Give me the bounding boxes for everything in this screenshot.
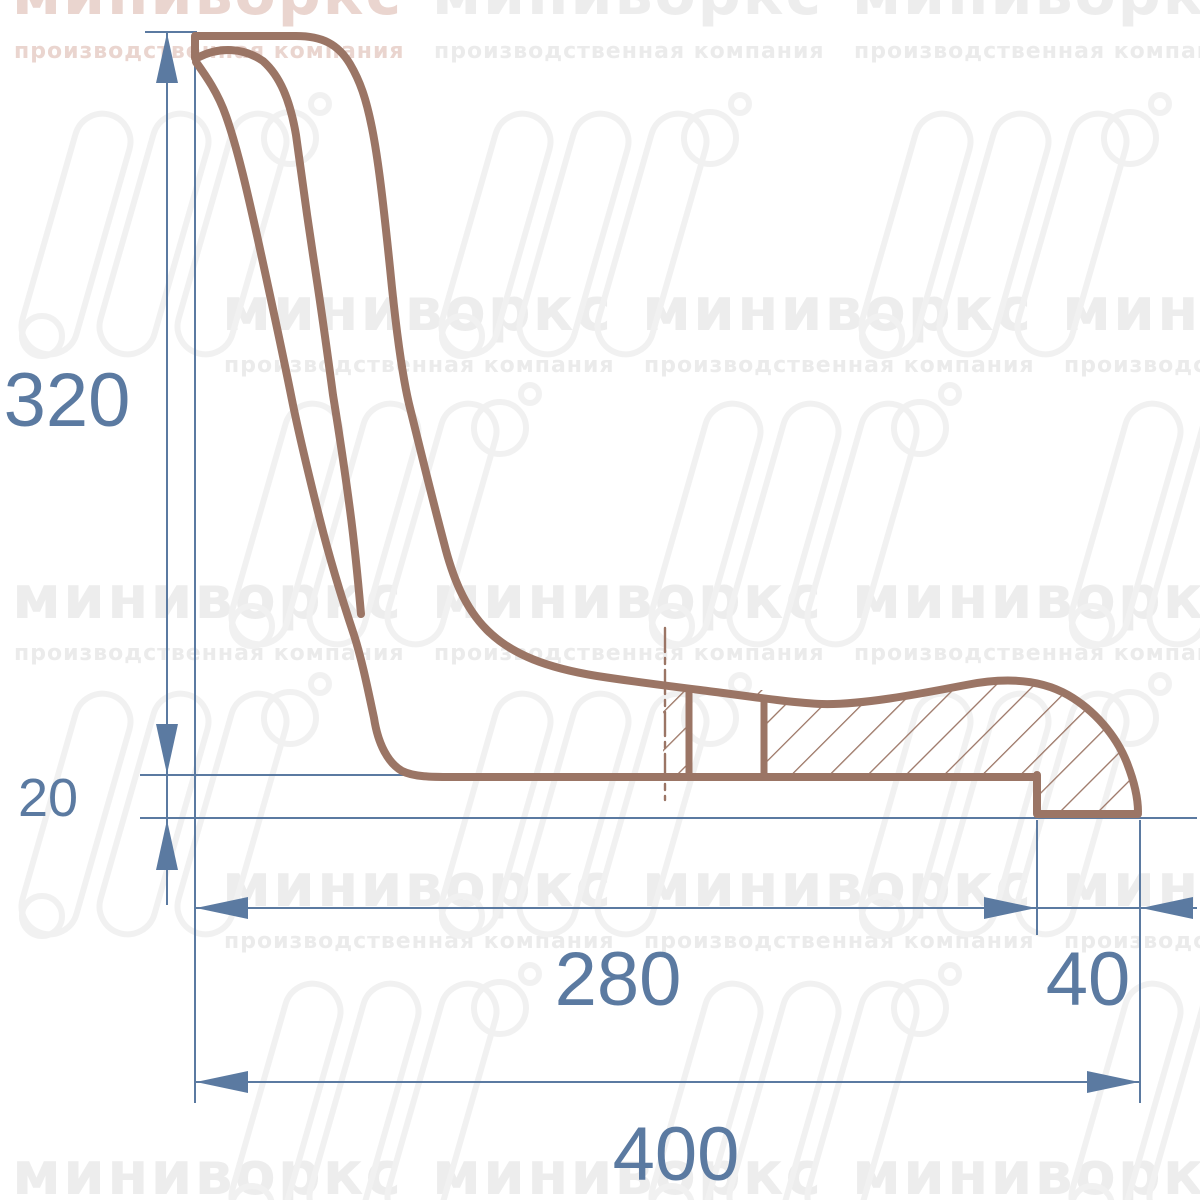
dim-label-seat-length: 280 [555, 937, 682, 1022]
watermark-subtitle-text: производственная компания [1064, 929, 1200, 954]
watermark-brand-text: миниворкс [222, 851, 613, 921]
dim-label-foot-width: 40 [1046, 937, 1131, 1022]
seat-front-back-line [192, 58, 1041, 781]
watermark-brand-text: миниворкс [12, 1139, 403, 1200]
arrow-right-icon [984, 897, 1036, 919]
watermark-brand-text: миниворкс [222, 275, 613, 345]
dimension-arrowheads [156, 33, 1193, 1093]
dim-label-total-depth: 400 [613, 1112, 740, 1197]
arrow-left-icon [1141, 897, 1193, 919]
watermark-brand-text: миниворкс [852, 0, 1200, 29]
watermark-brand-text: миниворкс [432, 563, 823, 633]
seat-inner-back-line [193, 46, 365, 618]
arrow-right-icon [1087, 1071, 1139, 1093]
watermark-subtitle-text: производственная компания [854, 39, 1200, 64]
arrow-down-icon [156, 724, 178, 774]
watermark-layer: миниворкс миниворкс миниворкс производст… [12, 0, 1200, 1200]
watermark-brand-text: миниворкс [1062, 275, 1200, 345]
watermark-brand-text: миниворкс [12, 0, 403, 29]
arrow-left-icon [196, 1071, 248, 1093]
watermark-subtitle-text: производственная компания [1064, 353, 1200, 378]
arrow-left-icon [196, 897, 248, 919]
dim-label-base-thickness: 20 [18, 768, 78, 828]
arrow-up-icon [156, 820, 178, 870]
watermark-brand-text: миниворкс [642, 275, 1033, 345]
dim-label-back-height: 320 [4, 358, 131, 443]
seat-outer-contour-line [191, 32, 1142, 816]
watermark-subtitle-text: производственная компания [644, 353, 1035, 378]
watermark-subtitle-text: производственная компания [854, 641, 1200, 666]
watermark-brand-text: миниворкс [432, 1139, 823, 1200]
watermark-brand-text: миниворкс [642, 851, 1033, 921]
seat-profile-layer [191, 32, 1142, 818]
watermark-brand-text: миниворкс [432, 0, 823, 29]
seat-foot-outline [1033, 771, 1142, 818]
arrow-up-icon [156, 33, 178, 83]
watermark-subtitle-text: производственная компания [434, 39, 825, 64]
